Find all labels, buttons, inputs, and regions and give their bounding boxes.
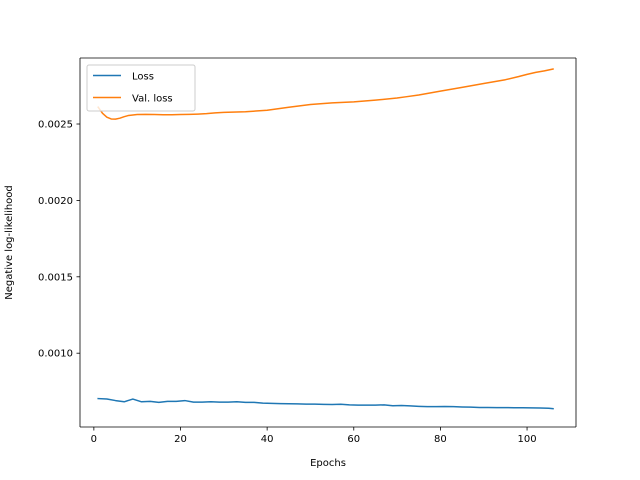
series-layer	[97, 68, 554, 410]
axes-frame	[79, 57, 577, 428]
y-tick-label: 0.0025	[38, 120, 73, 131]
plot-area	[80, 58, 576, 427]
x-tick-label: 20	[174, 434, 187, 445]
legend-label-val-loss: Val. loss	[132, 94, 173, 105]
x-tick-label: 0	[91, 434, 97, 445]
x-axis-label: Epochs	[310, 458, 346, 469]
y-axis-ticks: 0.0010 0.0015 0.0020 0.0025	[38, 120, 80, 360]
y-axis-label: Negative log-likelihood	[4, 185, 15, 300]
legend-label-loss: Loss	[132, 72, 154, 83]
y-tick-label: 0.0010	[38, 349, 73, 360]
y-tick-label: 0.0015	[38, 272, 73, 283]
x-tick-label: 100	[518, 434, 537, 445]
series-line-val-loss	[97, 68, 554, 120]
x-tick-label: 40	[261, 434, 274, 445]
y-tick-label: 0.0020	[38, 196, 73, 207]
x-tick-label: 80	[434, 434, 447, 445]
series-line-loss	[97, 397, 554, 410]
x-tick-label: 60	[347, 434, 360, 445]
legend-box	[86, 64, 196, 112]
x-axis-ticks: 0 20 40 60 80 100	[91, 427, 537, 445]
legend: Loss Val. loss	[86, 64, 196, 112]
